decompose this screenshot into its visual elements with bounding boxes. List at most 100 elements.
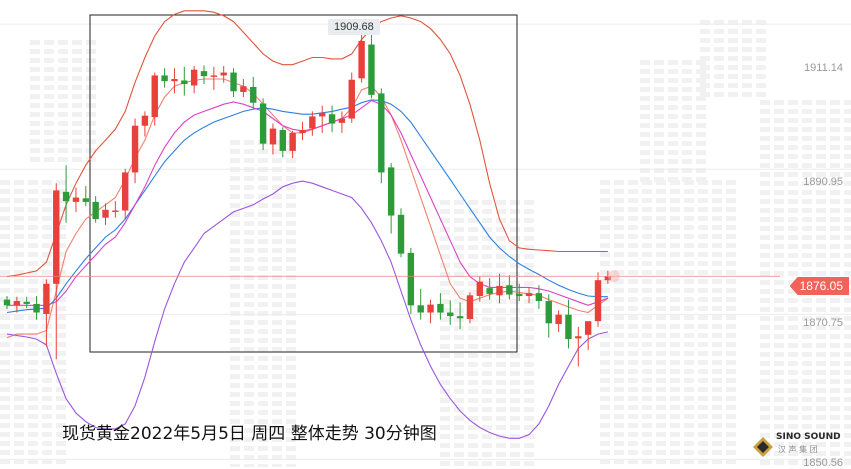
bg-window (230, 320, 240, 325)
bg-window (656, 441, 666, 446)
bg-window (0, 396, 10, 401)
bg-window (440, 380, 450, 385)
candle-body (72, 197, 80, 202)
bg-window (230, 446, 240, 451)
bg-window (788, 235, 798, 240)
bg-window (230, 428, 240, 433)
bg-window (468, 362, 478, 367)
bg-window (844, 316, 851, 321)
bg-window (774, 451, 784, 456)
bg-window (726, 279, 736, 284)
bg-window (524, 443, 534, 448)
bg-window (670, 288, 680, 293)
bg-window (14, 297, 24, 302)
bg-window (58, 58, 68, 63)
bg-window (14, 216, 24, 221)
bg-window (830, 244, 840, 249)
bg-window (286, 266, 296, 271)
bg-window (760, 424, 770, 429)
bg-window (642, 306, 652, 311)
bg-window (774, 100, 784, 105)
bg-window (726, 405, 736, 410)
bg-window (670, 360, 680, 365)
bg-window (14, 234, 24, 239)
bg-window (482, 308, 492, 313)
bg-window (244, 239, 254, 244)
bg-window (654, 87, 664, 92)
bg-window (670, 297, 680, 302)
bg-window (802, 217, 812, 222)
bg-window (816, 136, 826, 141)
bg-window (0, 234, 10, 239)
candle-body (210, 75, 218, 77)
bg-window (30, 58, 40, 63)
bg-window (628, 450, 638, 455)
bg-window (712, 243, 722, 248)
bg-window (830, 118, 840, 123)
bg-window (614, 279, 624, 284)
bg-window (524, 380, 534, 385)
bg-window (454, 362, 464, 367)
bg-window (44, 130, 54, 135)
bg-window (286, 257, 296, 262)
bg-window (756, 92, 766, 97)
bg-window (496, 317, 506, 322)
bg-window (684, 459, 694, 464)
bg-window (656, 342, 666, 347)
candle (62, 165, 70, 223)
bg-window (86, 130, 96, 135)
bg-window (830, 343, 840, 348)
bg-window (600, 189, 610, 194)
bg-window (788, 433, 798, 438)
bg-window (30, 112, 40, 117)
bg-window (42, 243, 52, 248)
bg-window (700, 56, 710, 61)
bg-window (286, 302, 296, 307)
bg-window (14, 378, 24, 383)
bg-window (600, 351, 610, 356)
bg-window (684, 288, 694, 293)
bg-window (816, 442, 826, 447)
bg-window (496, 218, 506, 223)
bg-window (286, 194, 296, 199)
bg-window (614, 207, 624, 212)
bg-window (28, 441, 38, 446)
bg-window (816, 406, 826, 411)
bg-window (760, 109, 770, 114)
axis-label-lower: 1870.75 (803, 317, 843, 329)
bg-window (802, 343, 812, 348)
bg-window (510, 227, 520, 232)
bg-window (642, 369, 652, 374)
bg-window (728, 38, 738, 43)
bg-window (712, 315, 722, 320)
bg-window (614, 459, 624, 464)
bg-window (286, 401, 296, 406)
bg-window (496, 263, 506, 268)
bg-window (14, 387, 24, 392)
bg-window (230, 284, 240, 289)
bg-window (600, 396, 610, 401)
bg-window (600, 207, 610, 212)
bg-window (230, 221, 240, 226)
bg-window (844, 343, 851, 348)
bg-window (774, 109, 784, 114)
bg-window (844, 388, 851, 393)
bg-window (760, 406, 770, 411)
bg-window (56, 414, 66, 419)
bg-window (802, 190, 812, 195)
bg-window (510, 209, 520, 214)
candle (43, 279, 50, 347)
bg-window (468, 353, 478, 358)
bg-window (642, 459, 652, 464)
candle-body (486, 288, 493, 294)
bg-window (482, 254, 492, 259)
bg-window (272, 437, 282, 442)
candle (417, 288, 424, 320)
bg-window (684, 297, 694, 302)
bg-window (14, 423, 24, 428)
bg-window (696, 159, 706, 164)
bg-window (642, 198, 652, 203)
bg-window (830, 100, 840, 105)
bg-window (286, 158, 296, 163)
bg-window (244, 347, 254, 352)
